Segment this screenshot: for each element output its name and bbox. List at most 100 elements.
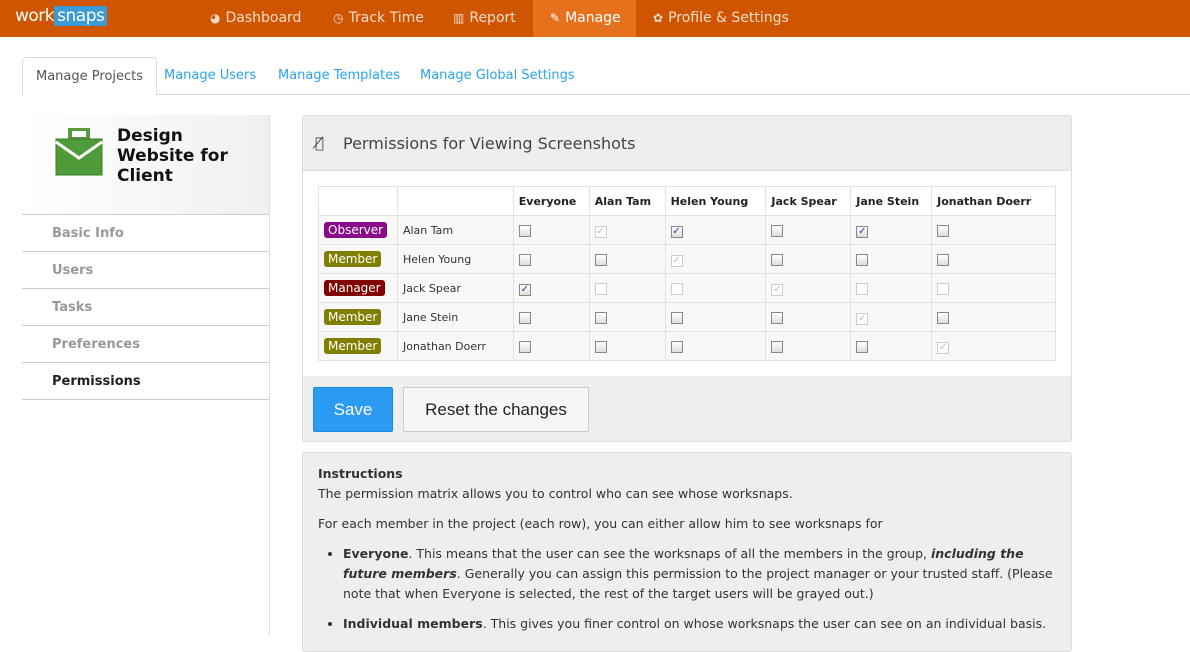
briefcase-icon [55,128,103,176]
permission-checkbox[interactable] [771,340,784,353]
permission-cell: ✓ [765,273,852,303]
sidebar-item-basic-info[interactable]: Basic Info [22,215,269,252]
column-header: Alan Tam [588,186,666,216]
permission-checkbox[interactable] [937,311,950,324]
permission-checkbox: ✓ [771,284,784,296]
permission-cell [765,244,852,274]
permission-checkbox[interactable] [670,311,683,324]
save-button[interactable]: Save [313,387,393,432]
permission-cell [931,302,1056,332]
nav-manage[interactable]: ✎ Manage [533,0,636,37]
permission-checkbox[interactable] [771,224,784,237]
panel-title: Permissions for Viewing Screenshots [343,134,636,153]
member-name: Jonathan Doerr [396,331,514,361]
bar-chart-icon: ▥ [453,11,465,25]
role-cell: Member [318,331,398,361]
tab-manage-global-settings[interactable]: Manage Global Settings [420,68,575,83]
role-cell: Member [318,244,398,274]
role-cell: Manager [318,273,398,303]
permission-cell [850,244,933,274]
tab-manage-users[interactable]: Manage Users [164,68,257,83]
project-header: Design Website for Client [22,115,269,215]
sidebar-item-preferences[interactable]: Preferences [22,326,269,363]
tab-manage-projects[interactable]: Manage Projects [22,57,158,96]
role-badge: Observer [324,222,388,238]
permission-checkbox[interactable]: ✓ [670,226,683,238]
permission-checkbox[interactable] [594,340,607,353]
permission-checkbox [937,282,950,295]
nav-report[interactable]: ▥ Report [436,0,533,37]
permission-checkbox: ✓ [670,255,683,267]
permission-checkbox[interactable]: ✓ [518,284,531,296]
logo-text: work [15,6,55,26]
permission-checkbox[interactable] [518,224,531,237]
permission-checkbox [594,282,607,295]
nav-label: Dashboard [225,10,302,26]
eye-slash-icon: 👁̸ [315,134,325,152]
permission-cell: ✓ [850,302,933,332]
reset-changes-button[interactable]: Reset the changes [403,387,589,432]
column-header: Jonathan Doerr [931,186,1056,216]
permission-cell [850,331,933,361]
item-text: . Generally you can assign this permissi… [343,566,1053,601]
role-badge: Member [324,338,382,354]
nav-dashboard[interactable]: ◕ Dashboard [193,0,318,37]
matrix-row: Member Helen Young ✓ [318,244,1056,274]
permission-checkbox[interactable] [771,253,784,266]
permission-cell [512,244,590,274]
instructions-title: Instructions [318,466,403,481]
role-badge: Manager [324,280,385,296]
tab-manage-templates[interactable]: Manage Templates [278,68,400,83]
permission-checkbox[interactable] [594,311,607,324]
permission-checkbox[interactable] [937,224,950,237]
permission-cell [931,244,1056,274]
permission-checkbox [856,282,869,295]
role-badge: Member [324,251,382,267]
permission-checkbox[interactable] [518,340,531,353]
sidebar-item-permissions[interactable]: Permissions [22,363,269,400]
item-term: Everyone [343,546,409,561]
header-name [396,186,514,216]
sidebar-item-tasks[interactable]: Tasks [22,289,269,326]
permission-cell: ✓ [850,215,933,245]
instructions-box: Instructions The permission matrix allow… [302,452,1072,652]
member-name: Alan Tam [396,215,514,245]
panel-footer: Save Reset the changes [303,377,1071,441]
permission-cell [512,215,590,245]
matrix-row: Member Jane Stein ✓ [318,302,1056,332]
instructions-paragraph: For each member in the project (each row… [318,516,883,531]
permission-checkbox[interactable] [771,311,784,324]
matrix-row: Member Jonathan Doerr ✓ [318,331,1056,361]
permission-cell [588,273,666,303]
permission-checkbox[interactable]: ✓ [856,226,869,238]
sidebar-item-users[interactable]: Users [22,252,269,289]
permission-cell [765,302,852,332]
permission-checkbox[interactable] [937,253,950,266]
permission-cell [664,273,767,303]
permission-checkbox[interactable] [594,253,607,266]
manage-tabs: Manage Projects Manage Users Manage Temp… [22,57,1190,96]
role-cell: Member [318,302,398,332]
nav-label: Manage [565,10,621,26]
item-emphasis: including the future members [343,546,1024,581]
project-title: Design Website for Client [117,126,228,186]
column-header: Jane Stein [850,186,933,216]
permission-cell [850,273,933,303]
permission-checkbox[interactable] [856,340,869,353]
item-text: . This means that the user can see the w… [408,546,931,561]
project-sidebar: Design Website for Client Basic Info Use… [22,115,270,636]
nav-track-time[interactable]: ◷ Track Time [316,0,441,37]
permission-checkbox[interactable] [856,253,869,266]
clock-icon: ◷ [333,11,344,25]
permission-cell [588,331,666,361]
gear-icon: ✿ [653,11,664,25]
permission-checkbox[interactable] [518,253,531,266]
worksnaps-logo[interactable]: work snaps [15,6,108,26]
header-role [318,186,398,216]
nav-label: Track Time [348,10,424,26]
permission-cell: ✓ [588,215,666,245]
item-term: Individual members [343,616,483,631]
permission-checkbox[interactable] [518,311,531,324]
nav-profile-settings[interactable]: ✿ Profile & Settings [636,0,806,37]
permission-checkbox[interactable] [670,340,683,353]
